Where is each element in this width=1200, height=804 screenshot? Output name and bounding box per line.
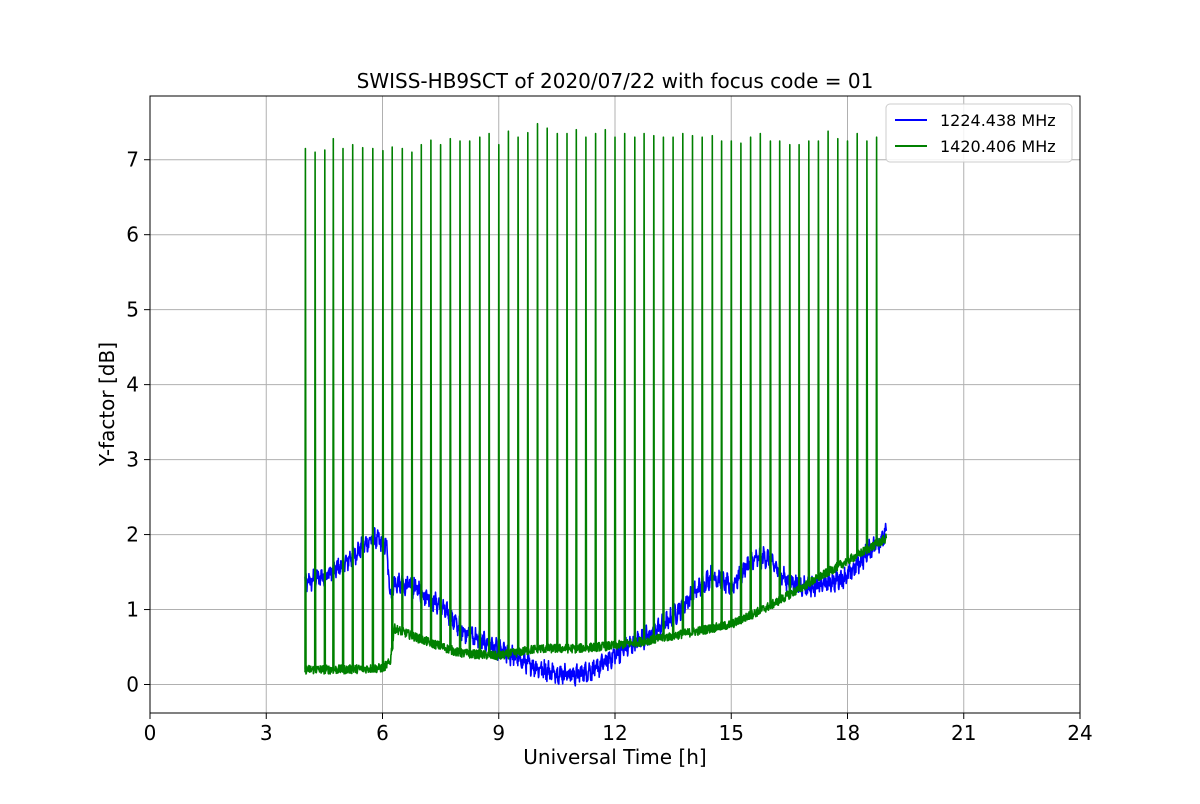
x-tick-label: 21 <box>951 721 976 745</box>
plot-area <box>304 122 888 687</box>
y-tick-label: 0 <box>126 673 139 697</box>
series-line-2 <box>304 122 888 675</box>
x-tick-label: 12 <box>602 721 627 745</box>
x-tick-label: 24 <box>1067 721 1092 745</box>
y-tick-label: 1 <box>126 598 139 622</box>
x-tick-label: 15 <box>719 721 744 745</box>
y-tick-label: 2 <box>126 523 139 547</box>
x-tick-label: 6 <box>376 721 389 745</box>
x-tick-label: 0 <box>144 721 157 745</box>
y-tick-label: 4 <box>126 373 139 397</box>
legend-box <box>885 103 1073 163</box>
legend: 1224.438 MHz 1420.406 MHz <box>885 103 1073 163</box>
y-tick-label: 6 <box>126 223 139 247</box>
legend-label: 1224.438 MHz <box>940 111 1056 130</box>
y-tick-label: 3 <box>126 448 139 472</box>
chart-title: SWISS-HB9SCT of 2020/07/22 with focus co… <box>357 69 874 93</box>
legend-label: 1420.406 MHz <box>940 137 1056 156</box>
y-axis-label: Y-factor [dB] <box>95 342 119 467</box>
x-tick-label: 9 <box>492 721 505 745</box>
y-tick-label: 7 <box>126 148 139 172</box>
x-axis-label: Universal Time [h] <box>523 745 706 769</box>
y-tick-label: 5 <box>126 298 139 322</box>
x-tick-label: 3 <box>260 721 273 745</box>
x-tick-label: 18 <box>835 721 860 745</box>
